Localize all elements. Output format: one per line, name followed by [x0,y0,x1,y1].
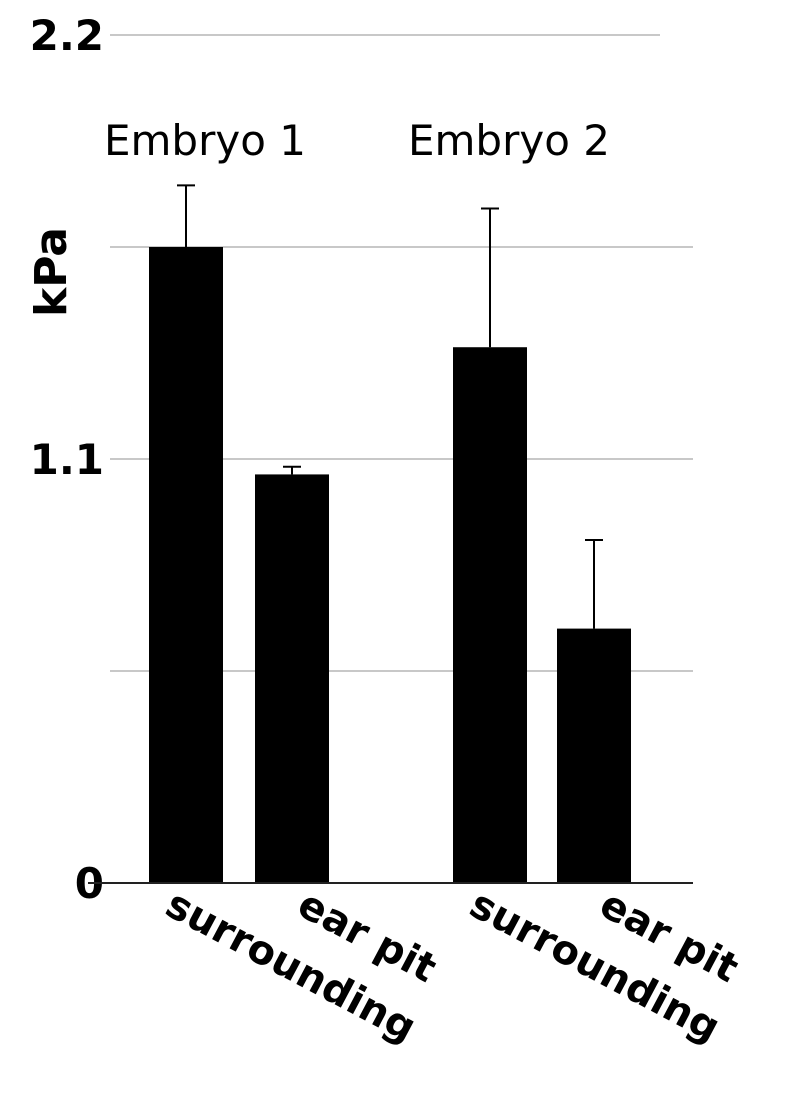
error-bars [177,184,603,629]
bar [255,474,329,883]
y-tick-labels: 2.21.10 [30,11,104,908]
y-tick-label: 1.1 [30,435,104,484]
bars [149,247,631,884]
group-labels: Embryo 1 Embryo 2 [104,116,610,165]
group-label: Embryo 1 [104,116,306,165]
group-label: Embryo 2 [408,116,610,165]
bar [453,347,527,884]
bar [149,247,223,883]
bar [557,628,631,883]
y-tick-label: 2.2 [30,11,104,60]
y-axis-label: kPa [26,227,77,317]
